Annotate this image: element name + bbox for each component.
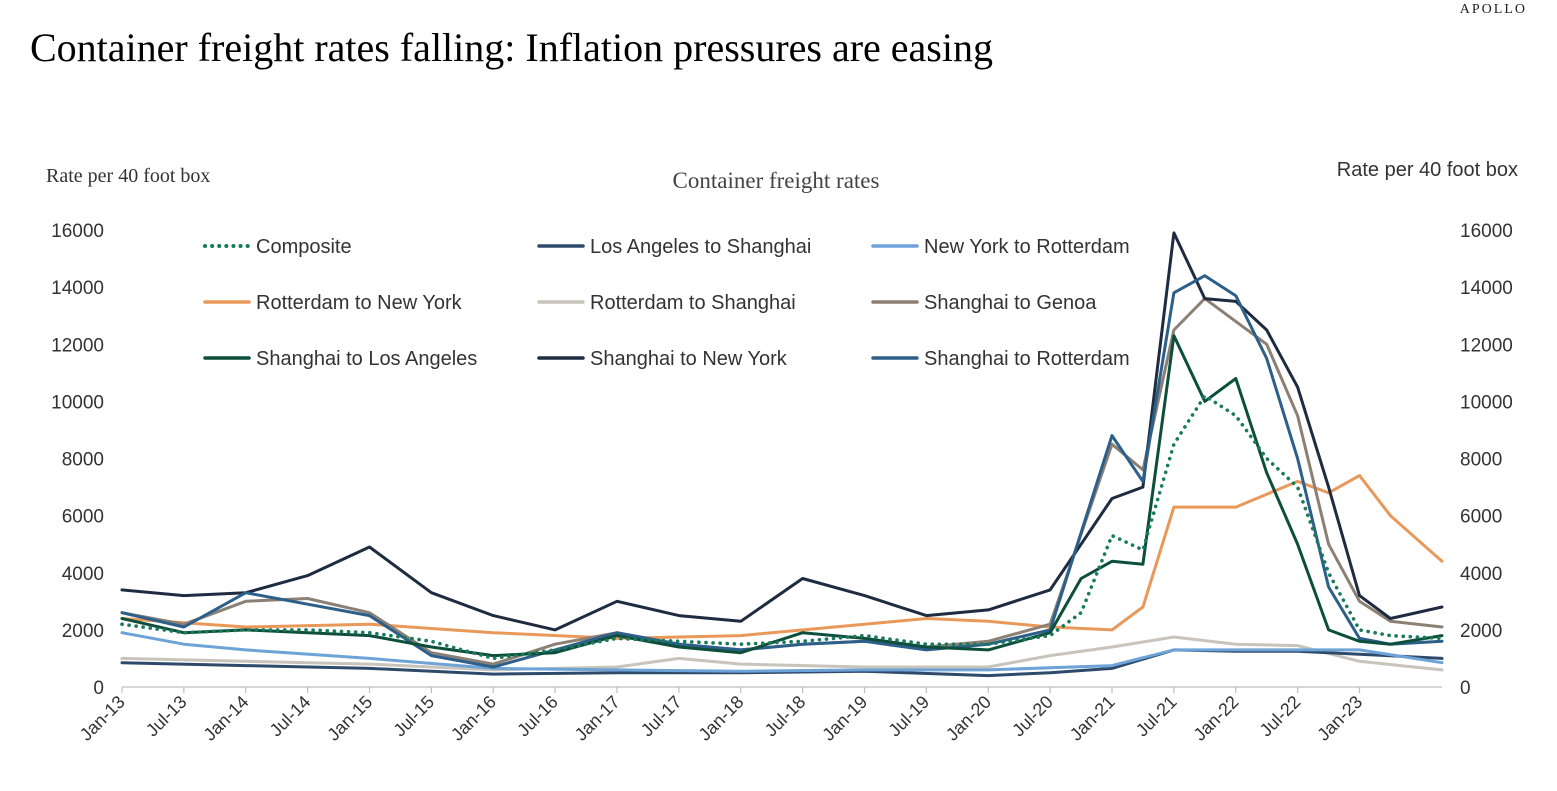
x-tick-label: Jan-17 — [571, 692, 624, 745]
legend-label: Rotterdam to Shanghai — [590, 292, 796, 314]
y-tick-label-left: 10000 — [51, 392, 104, 413]
legend-label: Rotterdam to New York — [256, 292, 463, 314]
y-tick-label-left: 0 — [93, 678, 104, 699]
y-tick-label-left: 16000 — [51, 221, 104, 242]
series-line — [120, 474, 1444, 640]
legend-label: Shanghai to Rotterdam — [924, 348, 1130, 370]
y-tick-label-right: 6000 — [1460, 507, 1502, 528]
right-axis-label: Rate per 40 foot box — [1337, 159, 1518, 181]
x-tick-label: Jul-21 — [1132, 692, 1181, 741]
headline: Container freight rates falling: Inflati… — [30, 25, 993, 70]
x-tick-label: Jul-15 — [389, 692, 438, 741]
x-tick-label: Jul-14 — [266, 692, 315, 741]
x-tick-label: Jan-22 — [1190, 692, 1243, 745]
series-line — [120, 635, 1444, 672]
y-tick-label-left: 2000 — [62, 621, 104, 642]
left-axis-label: Rate per 40 foot box — [46, 165, 210, 187]
y-tick-label-right: 12000 — [1460, 335, 1513, 356]
legend-label: Los Angeles to Shanghai — [590, 236, 811, 258]
x-tick-label: Jul-17 — [637, 692, 686, 741]
y-tick-label-left: 8000 — [62, 450, 104, 471]
chart-title: Container freight rates — [673, 168, 880, 193]
y-tick-label-right: 4000 — [1460, 564, 1502, 585]
y-tick-label-left: 12000 — [51, 335, 104, 356]
x-tick-label: Jan-15 — [323, 692, 376, 745]
y-tick-label-left: 14000 — [51, 278, 104, 299]
y-tick-label-left: 4000 — [62, 564, 104, 585]
x-tick-label: Jan-21 — [1066, 692, 1119, 745]
x-tick-label: Jul-19 — [884, 692, 933, 741]
x-tick-label: Jan-20 — [942, 692, 995, 745]
series-line — [120, 334, 1444, 658]
x-tick-label: Jan-13 — [76, 692, 129, 745]
y-tick-label-right: 14000 — [1460, 278, 1513, 299]
y-tick-label-right: 8000 — [1460, 450, 1502, 471]
legend-label: Shanghai to Los Angeles — [256, 348, 477, 370]
y-tick-label-right: 2000 — [1460, 621, 1502, 642]
x-tick-label: Jul-16 — [513, 692, 562, 741]
x-tick-label: Jul-20 — [1008, 692, 1057, 741]
y-tick-label-right: 16000 — [1460, 221, 1513, 242]
y-tick-label-right: 0 — [1460, 678, 1471, 699]
x-tick-label: Jan-19 — [818, 692, 871, 745]
x-tick-label: Jan-18 — [695, 692, 748, 745]
brand-logo: APOLLO — [1459, 2, 1527, 17]
x-tick-label: Jan-14 — [200, 692, 253, 745]
x-tick-label: Jan-23 — [1313, 692, 1366, 745]
x-tick-label: Jul-18 — [761, 692, 810, 741]
y-tick-label-right: 10000 — [1460, 392, 1513, 413]
x-tick-label: Jul-22 — [1256, 692, 1305, 741]
series-line — [120, 231, 1444, 632]
legend-label: Shanghai to Genoa — [924, 292, 1097, 314]
legend-label: Shanghai to New York — [590, 348, 788, 370]
series-line — [120, 393, 1444, 661]
x-axis: Jan-13 Jul-13 Jan-14 Jul-14 Jan-15 Jul-15 Jan-… — [76, 687, 1366, 745]
y-tick-label-left: 6000 — [62, 507, 104, 528]
legend-label: New York to Rotterdam — [924, 236, 1130, 258]
legend: Composite Los Angeles to Shanghai New York… — [203, 236, 1130, 370]
legend-label: Composite — [256, 236, 352, 258]
series-lines — [120, 231, 1444, 678]
right-y-axis: 0 2000 4000 6000 8000 10000 12000 14000 16000 — [1460, 221, 1513, 699]
x-tick-label: Jan-16 — [447, 692, 500, 745]
left-y-axis: 0 2000 4000 6000 8000 10000 12000 14000 16000 — [51, 221, 104, 699]
series-line — [120, 631, 1444, 673]
series-line — [120, 274, 1444, 669]
x-tick-label: Jul-13 — [142, 692, 191, 741]
